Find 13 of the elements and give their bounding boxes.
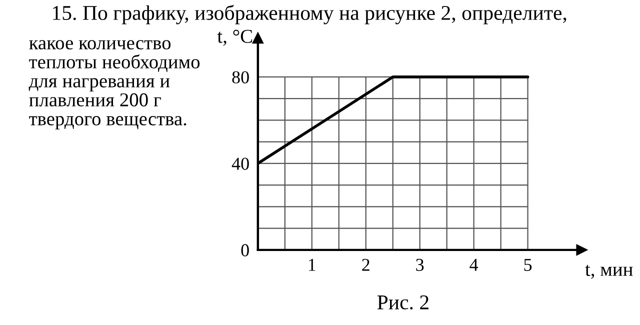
y-tick-label: 0 [241,244,249,256]
y-axis-title: t, °C [217,30,252,46]
chart-title: 15. По графику, изображенному на рисунке 2, определите, [53,4,566,24]
x-tick-label: 4 [470,258,478,271]
x-tick-label: 3 [416,258,424,271]
text: какое количество теплоты необходимо для нагревания и плавления 200 г твердого вещества. [28,40,200,130]
text: Рис. 2 [377,295,428,310]
x-axis-title: t, мин [585,264,633,279]
x-tick-label: 2 [362,258,370,271]
x-tick-label: 1 [308,258,316,271]
x-tick-label: 5 [524,258,532,271]
y-tick-label: 40 [232,158,249,170]
y-tick-label: 80 [232,71,249,84]
